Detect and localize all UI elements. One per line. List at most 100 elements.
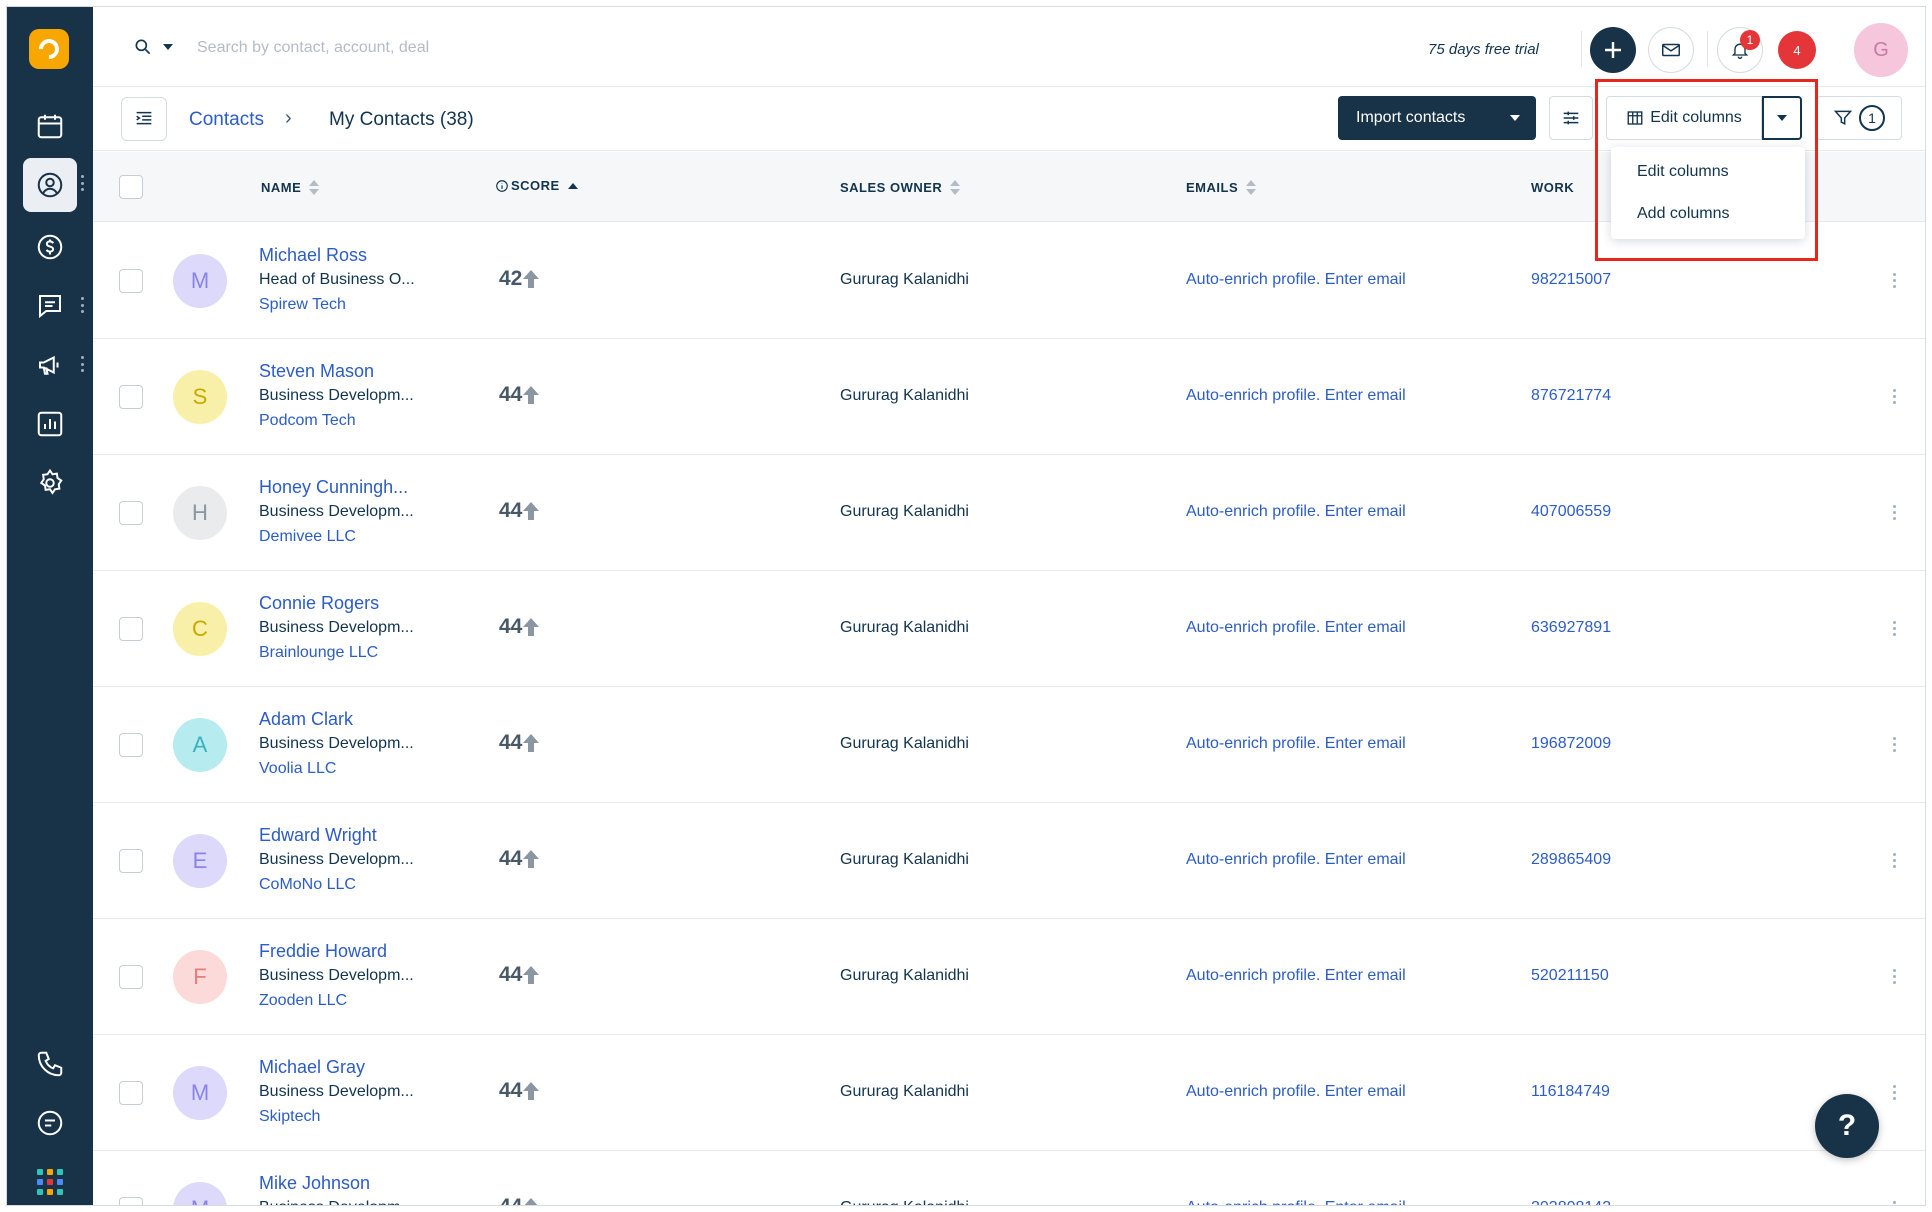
app-logo[interactable] (29, 29, 69, 69)
row-actions-icon[interactable] (1893, 621, 1896, 636)
row-checkbox[interactable] (119, 1081, 143, 1105)
contact-name-link[interactable]: Honey Cunningh... (259, 477, 409, 497)
menu-item-add-columns[interactable]: Add columns (1637, 205, 1730, 222)
reports-icon[interactable] (23, 397, 77, 451)
enter-email-link[interactable]: Auto-enrich profile. Enter email (1186, 967, 1406, 984)
row-actions-icon[interactable] (1893, 1085, 1896, 1100)
contact-company-link[interactable]: Zooden LLC (259, 992, 348, 1009)
contact-company-link[interactable]: Spirew Tech (259, 296, 346, 313)
row-checkbox[interactable] (119, 1197, 143, 1205)
contact-company-link[interactable]: Brainlounge LLC (259, 644, 379, 661)
help-button[interactable]: ? (1815, 1094, 1879, 1158)
table-row[interactable]: E Edward Wright Business Developm... CoMoNo… (93, 803, 1925, 919)
work-phone-link[interactable]: 982215007 (1531, 271, 1612, 288)
work-phone-link[interactable]: 636927891 (1531, 619, 1612, 636)
settings-icon[interactable] (23, 456, 77, 510)
column-header-name[interactable]: NAME (261, 180, 320, 195)
work-phone-link[interactable]: 520211150 (1531, 967, 1609, 984)
work-phone-link[interactable]: 116184749 (1531, 1083, 1610, 1100)
filter-button[interactable]: 1 (1816, 96, 1902, 140)
enter-email-link[interactable]: Auto-enrich profile. Enter email (1186, 1083, 1406, 1100)
work-phone-link[interactable]: 203808143 (1531, 1199, 1611, 1205)
table-row[interactable]: S Steven Mason Business Developm... Podcom … (93, 339, 1925, 455)
toggle-views-button[interactable] (121, 97, 167, 141)
table-row[interactable]: A Adam Clark Business Developm... Voolia LL… (93, 687, 1925, 803)
contact-company-link[interactable]: Demivee LLC (259, 528, 356, 545)
breadcrumb-contacts-link[interactable]: Contacts (189, 109, 264, 130)
table-row[interactable]: F Freddie Howard Business Developm... Zoode… (93, 919, 1925, 1035)
work-phone-link[interactable]: 196872009 (1531, 735, 1612, 752)
notifications-button[interactable]: 1 (1717, 27, 1763, 73)
row-actions-icon[interactable] (1893, 969, 1896, 984)
row-checkbox[interactable] (119, 501, 143, 525)
chat-icon[interactable] (23, 1096, 77, 1150)
contact-name-link[interactable]: Michael Ross (259, 245, 368, 265)
add-new-button[interactable] (1590, 27, 1636, 73)
contacts-more-icon[interactable] (81, 175, 85, 191)
enter-email-link[interactable]: Auto-enrich profile. Enter email (1186, 851, 1406, 868)
enter-email-link[interactable]: Auto-enrich profile. Enter email (1186, 619, 1406, 636)
column-header-sales-owner[interactable]: SALES OWNER (840, 180, 961, 195)
contact-name-link[interactable]: Freddie Howard (259, 941, 388, 961)
table-settings-button[interactable] (1549, 96, 1593, 140)
import-dropdown-toggle[interactable] (1494, 115, 1536, 121)
edit-columns-dropdown-toggle[interactable] (1762, 96, 1802, 140)
calendar-icon[interactable] (23, 99, 77, 153)
import-contacts-button[interactable]: Import contacts (1338, 96, 1536, 140)
row-checkbox[interactable] (119, 733, 143, 757)
column-header-emails[interactable]: EMAILS (1186, 180, 1257, 195)
enter-email-link[interactable]: Auto-enrich profile. Enter email (1186, 1199, 1406, 1205)
contacts-icon[interactable] (23, 158, 77, 212)
select-all-checkbox[interactable] (119, 175, 143, 199)
row-checkbox[interactable] (119, 617, 143, 641)
contact-company-link[interactable]: Skiptech (259, 1108, 321, 1125)
row-actions-icon[interactable] (1893, 1201, 1896, 1205)
row-checkbox[interactable] (119, 385, 143, 409)
contact-name-link[interactable]: Connie Rogers (259, 593, 380, 613)
enter-email-link[interactable]: Auto-enrich profile. Enter email (1186, 503, 1406, 520)
work-phone-link[interactable]: 407006559 (1531, 503, 1612, 520)
row-actions-icon[interactable] (1893, 737, 1896, 752)
contact-company-link[interactable]: CoMoNo LLC (259, 876, 356, 893)
apps-grid-icon[interactable] (23, 1155, 77, 1205)
row-checkbox[interactable] (119, 965, 143, 989)
email-button[interactable] (1648, 27, 1694, 73)
alerts-badge-button[interactable]: 4 (1778, 31, 1816, 69)
campaigns-more-icon[interactable] (81, 356, 85, 372)
search-input[interactable] (197, 31, 617, 65)
phone-icon[interactable] (23, 1037, 77, 1091)
work-phone-link[interactable]: 876721774 (1531, 387, 1612, 404)
contact-name-link[interactable]: Adam Clark (259, 709, 354, 729)
enter-email-link[interactable]: Auto-enrich profile. Enter email (1186, 735, 1406, 752)
table-row[interactable]: M Michael Ross Head of Business O... Spirew… (93, 223, 1925, 339)
deals-icon[interactable] (23, 220, 77, 274)
conversations-icon[interactable] (23, 279, 77, 333)
contact-name-link[interactable]: Michael Gray (259, 1057, 366, 1077)
table-row[interactable]: C Connie Rogers Business Developm... Brainl… (93, 571, 1925, 687)
contact-company-link[interactable]: Voolia LLC (259, 760, 337, 777)
enter-email-link[interactable]: Auto-enrich profile. Enter email (1186, 271, 1406, 288)
contact-company-link[interactable]: Podcom Tech (259, 412, 356, 429)
edit-columns-button[interactable]: Edit columns (1606, 96, 1762, 140)
row-checkbox[interactable] (119, 269, 143, 293)
table-row[interactable]: M Michael Gray Business Developm... Skiptec… (93, 1035, 1925, 1151)
user-avatar[interactable]: G (1854, 23, 1908, 77)
contact-name-link[interactable]: Mike Johnson (259, 1173, 371, 1193)
enter-email-link[interactable]: Auto-enrich profile. Enter email (1186, 387, 1406, 404)
conversations-more-icon[interactable] (81, 297, 85, 313)
row-actions-icon[interactable] (1893, 273, 1896, 288)
column-header-score[interactable]: SCORE (495, 178, 578, 193)
row-actions-icon[interactable] (1893, 853, 1896, 868)
column-header-work[interactable]: WORK (1531, 180, 1574, 195)
contact-name-link[interactable]: Edward Wright (259, 825, 377, 845)
campaigns-icon[interactable] (23, 338, 77, 392)
row-actions-icon[interactable] (1893, 505, 1896, 520)
table-row[interactable]: H Honey Cunningh... Business Developm... De… (93, 455, 1925, 571)
contact-name-link[interactable]: Steven Mason (259, 361, 375, 381)
row-actions-icon[interactable] (1893, 389, 1896, 404)
menu-item-edit-columns[interactable]: Edit columns (1637, 163, 1729, 180)
search-scope-selector[interactable] (133, 37, 173, 57)
work-phone-link[interactable]: 289865409 (1531, 851, 1612, 868)
row-checkbox[interactable] (119, 849, 143, 873)
table-row[interactable]: M Mike Johnson Business Developm... 44 Gurur… (93, 1151, 1925, 1205)
